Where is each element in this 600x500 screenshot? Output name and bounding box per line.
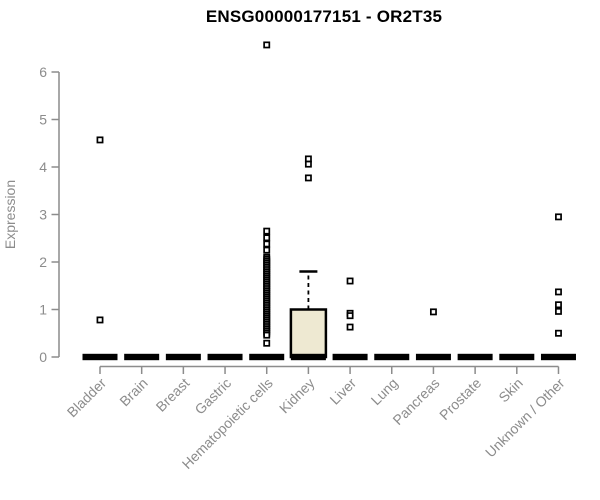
median-line — [207, 353, 243, 361]
x-tick-label: Brain — [116, 375, 150, 409]
median-line — [374, 353, 410, 361]
outlier-point — [555, 329, 562, 337]
median-line — [249, 353, 285, 361]
x-tick-label: Unknown / Other — [482, 375, 568, 461]
chart-title: ENSG00000177151 - OR2T35 — [205, 7, 443, 26]
median-line — [165, 353, 201, 361]
y-tick-label: 2 — [39, 254, 47, 270]
boxplot-skin — [499, 353, 535, 361]
boxplot-breast — [165, 353, 201, 361]
outlier-point — [555, 301, 562, 309]
outlier-point — [304, 174, 312, 182]
x-tick-label: Breast — [153, 375, 193, 415]
median-line — [499, 353, 535, 361]
outlier-point — [346, 323, 354, 331]
median-line — [82, 353, 118, 361]
outlier-point — [263, 339, 271, 347]
boxplot-kidney — [289, 155, 328, 361]
outlier-point — [346, 277, 354, 285]
boxplot-bladder — [82, 136, 118, 361]
boxplot-gastric — [207, 353, 243, 361]
iqr-box — [289, 308, 328, 359]
median-line — [540, 353, 576, 361]
y-tick-label: 0 — [39, 349, 47, 365]
x-tick-label: Prostate — [436, 375, 484, 423]
boxplot-prostate — [457, 353, 493, 361]
boxplot-brain — [124, 353, 160, 361]
outlier-point — [263, 234, 271, 242]
x-tick-label: Lung — [368, 375, 401, 408]
outlier-point — [263, 246, 271, 254]
x-tick-label: Bladder — [64, 375, 110, 421]
outlier-point — [263, 240, 271, 248]
outlier-point — [263, 41, 271, 49]
boxplot-lung — [374, 353, 410, 361]
boxplot-pancreas — [415, 308, 451, 361]
outlier-point — [96, 136, 104, 144]
outlier-point — [263, 331, 271, 339]
median-line — [290, 353, 326, 361]
y-axis-title: Expression — [2, 180, 18, 249]
boxplot-hematopoietic-cells — [249, 41, 285, 361]
x-tick-label: Skin — [495, 375, 526, 406]
y-axis: 0 1 2 3 4 5 6 Expression — [2, 64, 60, 365]
y-tick-label: 6 — [39, 64, 47, 80]
x-tick-label: Liver — [326, 375, 359, 408]
y-tick-label: 1 — [39, 302, 47, 318]
median-line — [332, 353, 368, 361]
outlier-point — [263, 227, 271, 235]
outlier-point — [346, 312, 354, 320]
y-tick-label: 4 — [39, 159, 47, 175]
outlier-point — [304, 160, 312, 168]
outlier-point — [555, 288, 562, 296]
outlier-point — [96, 316, 104, 324]
y-tick-label: 3 — [39, 207, 47, 223]
median-line — [124, 353, 160, 361]
median-line — [415, 353, 451, 361]
boxplot-unknown-other — [540, 213, 576, 361]
boxplot-liver — [332, 277, 368, 361]
outlier-point — [555, 307, 562, 315]
x-tick-label: Kidney — [276, 375, 318, 417]
outlier-point — [555, 213, 562, 221]
outlier-point — [429, 308, 437, 316]
median-line — [457, 353, 493, 361]
y-tick-label: 5 — [39, 112, 47, 128]
